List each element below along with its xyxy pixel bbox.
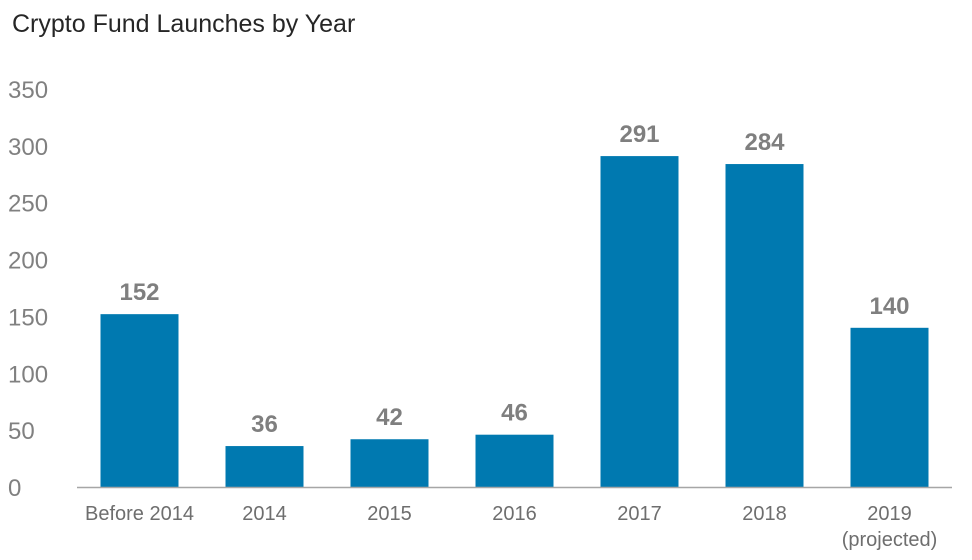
- x-tick-label: 2017: [617, 503, 662, 525]
- x-axis-labels: Before 2014 2014 2015 2016 2017 2018 2019 (proj…: [85, 503, 937, 551]
- y-tick-label: 100: [8, 361, 48, 388]
- bar: [350, 439, 429, 487]
- x-tick-label: 2015: [367, 503, 412, 525]
- bars: [100, 156, 929, 487]
- data-label: 46: [501, 400, 528, 427]
- x-tick-label: 2019 (projected): [842, 503, 938, 551]
- x-tick-label-line: (projected): [842, 529, 938, 551]
- data-label: 284: [744, 129, 785, 156]
- y-tick-label: 150: [8, 304, 48, 331]
- bar: [600, 156, 679, 487]
- data-label: 152: [119, 279, 159, 306]
- y-tick-label: 300: [8, 134, 48, 161]
- bar: [475, 434, 554, 487]
- bar: [725, 164, 804, 487]
- bar: [225, 446, 304, 487]
- y-tick-label: 350: [8, 77, 48, 104]
- data-label: 140: [869, 293, 909, 320]
- y-tick-label: 50: [8, 418, 35, 445]
- x-tick-label: 2014: [242, 503, 287, 525]
- data-label: 291: [619, 121, 659, 148]
- data-label: 42: [376, 404, 403, 431]
- chart-title: Crypto Fund Launches by Year: [12, 10, 356, 38]
- y-tick-label: 0: [8, 475, 21, 502]
- y-axis-ticks: 0 50 100 150 200 250 300 350: [8, 77, 48, 502]
- data-label: 36: [251, 411, 278, 438]
- y-tick-label: 200: [8, 248, 48, 275]
- x-tick-label-line: 2019: [867, 503, 912, 525]
- x-tick-label: 2018: [742, 503, 787, 525]
- bar: [100, 314, 179, 487]
- bar: [850, 327, 929, 487]
- data-labels: 152 36 42 46 291 284 140: [119, 121, 909, 438]
- y-tick-label: 250: [8, 191, 48, 218]
- x-tick-label: Before 2014: [85, 503, 194, 525]
- x-tick-label: 2016: [492, 503, 537, 525]
